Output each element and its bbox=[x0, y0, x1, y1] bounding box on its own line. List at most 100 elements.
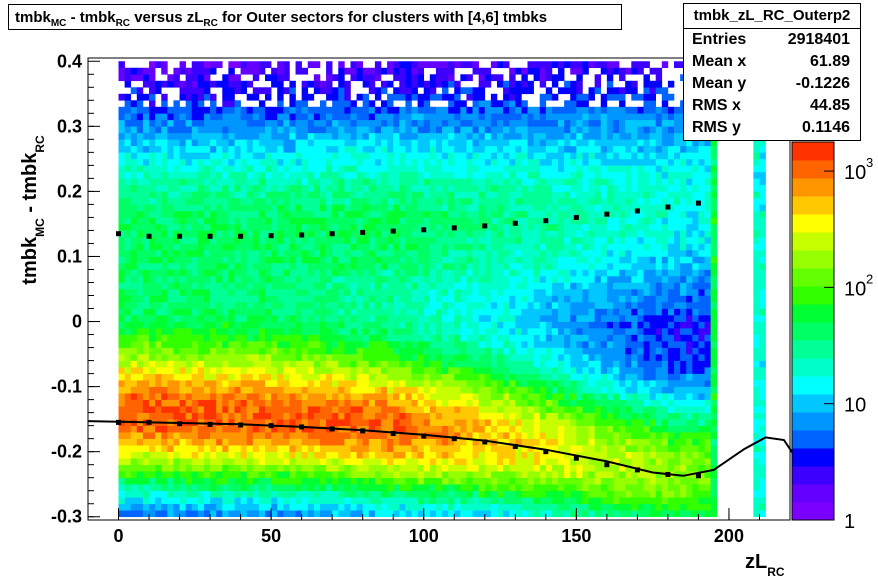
heatmap-cell bbox=[460, 106, 467, 114]
heatmap-cell bbox=[252, 432, 260, 439]
heatmap-cell bbox=[277, 230, 284, 238]
heatmap-cell bbox=[149, 341, 156, 348]
heatmap-cell bbox=[539, 510, 547, 518]
heatmap-cell bbox=[350, 373, 357, 381]
heatmap-cell bbox=[558, 451, 565, 459]
heatmap-cell bbox=[356, 308, 363, 316]
heatmap-cell bbox=[155, 302, 162, 309]
heatmap-cell bbox=[356, 477, 363, 485]
heatmap-cell bbox=[283, 354, 290, 361]
heatmap-cell bbox=[533, 464, 541, 472]
heatmap-cell bbox=[472, 249, 479, 257]
heatmap-cell bbox=[265, 425, 272, 433]
heatmap-cell bbox=[496, 347, 504, 355]
heatmap-cell bbox=[142, 171, 150, 179]
heatmap-cell bbox=[161, 204, 168, 212]
heatmap-cell bbox=[240, 432, 248, 439]
heatmap-cell bbox=[118, 282, 125, 290]
heatmap-cell bbox=[466, 197, 473, 205]
heatmap-cell bbox=[185, 184, 193, 192]
heatmap-cell bbox=[533, 223, 541, 231]
heatmap-cell bbox=[179, 315, 186, 322]
heatmap-cell bbox=[301, 80, 309, 88]
heatmap-cell bbox=[350, 236, 357, 244]
heatmap-cell bbox=[338, 139, 345, 147]
heatmap-cell bbox=[405, 289, 412, 296]
heatmap-cell bbox=[124, 458, 132, 465]
heatmap-cell bbox=[558, 223, 565, 231]
heatmap-cell bbox=[265, 236, 272, 244]
heatmap-cell bbox=[197, 497, 205, 505]
heatmap-cell bbox=[136, 373, 144, 381]
heatmap-cell bbox=[472, 230, 479, 238]
heatmap-cell bbox=[173, 451, 180, 459]
heatmap-cell bbox=[277, 419, 284, 426]
heatmap-cell bbox=[142, 204, 150, 212]
heatmap-cell bbox=[185, 360, 193, 368]
heatmap-cell bbox=[503, 302, 510, 309]
heatmap-cell bbox=[454, 243, 461, 251]
heatmap-cell bbox=[338, 484, 345, 492]
heatmap-cell bbox=[155, 178, 162, 186]
heatmap-cell bbox=[228, 308, 235, 316]
heatmap-cell bbox=[454, 93, 461, 101]
heatmap-cell bbox=[417, 412, 425, 420]
heatmap-cell bbox=[307, 367, 315, 374]
heatmap-cell bbox=[252, 152, 260, 160]
heatmap-cell bbox=[435, 334, 443, 342]
heatmap-cell bbox=[222, 510, 229, 518]
heatmap-cell bbox=[381, 425, 388, 433]
heatmap-cell bbox=[387, 477, 394, 485]
heatmap-cell bbox=[136, 458, 144, 465]
heatmap-cell bbox=[484, 145, 492, 153]
heatmap-cell bbox=[185, 87, 193, 95]
heatmap-cell bbox=[490, 464, 498, 472]
heatmap-cell bbox=[417, 347, 425, 355]
heatmap-cell bbox=[356, 217, 363, 225]
heatmap-cell bbox=[295, 360, 302, 368]
heatmap-cell bbox=[484, 282, 492, 290]
heatmap-cell bbox=[332, 87, 339, 95]
heatmap-cell bbox=[332, 386, 339, 394]
heatmap-cell bbox=[191, 334, 199, 342]
heatmap-cell bbox=[179, 275, 186, 283]
heatmap-cell bbox=[216, 373, 223, 381]
heatmap-cell bbox=[338, 178, 345, 186]
heatmap-cell bbox=[283, 223, 290, 231]
heatmap-cell bbox=[149, 354, 156, 361]
heatmap-cell bbox=[216, 230, 223, 238]
heatmap-cell bbox=[313, 295, 321, 303]
heatmap-cell bbox=[161, 451, 168, 459]
heatmap-cell bbox=[551, 139, 559, 147]
heatmap-cell bbox=[448, 464, 455, 472]
heatmap-cell bbox=[442, 171, 449, 179]
heatmap-cell bbox=[344, 406, 351, 413]
heatmap-cell bbox=[484, 334, 492, 342]
heatmap-cell bbox=[393, 432, 400, 439]
heatmap-cell bbox=[539, 230, 547, 238]
heatmap-cell bbox=[490, 406, 498, 413]
heatmap-cell bbox=[509, 184, 516, 192]
heatmap-cell bbox=[399, 490, 406, 498]
heatmap-cell bbox=[222, 275, 229, 283]
heatmap-cell bbox=[338, 93, 345, 101]
heatmap-cell bbox=[472, 451, 479, 459]
heatmap-cell bbox=[387, 295, 394, 303]
heatmap-cell bbox=[191, 223, 199, 231]
heatmap-cell bbox=[289, 432, 296, 439]
heatmap-cell bbox=[277, 152, 284, 160]
heatmap-cell bbox=[350, 158, 357, 166]
heatmap-cell bbox=[374, 74, 382, 82]
heatmap-cell bbox=[265, 106, 272, 114]
heatmap-cell bbox=[515, 360, 522, 368]
heatmap-cell bbox=[173, 152, 180, 160]
heatmap-cell bbox=[423, 464, 431, 472]
heatmap-cell bbox=[429, 302, 437, 309]
heatmap-cell bbox=[234, 399, 241, 407]
heatmap-cell bbox=[429, 126, 437, 134]
heatmap-cell bbox=[551, 295, 559, 303]
heatmap-cell bbox=[423, 165, 431, 173]
heatmap-cell bbox=[252, 302, 260, 309]
heatmap-cell bbox=[466, 503, 473, 511]
